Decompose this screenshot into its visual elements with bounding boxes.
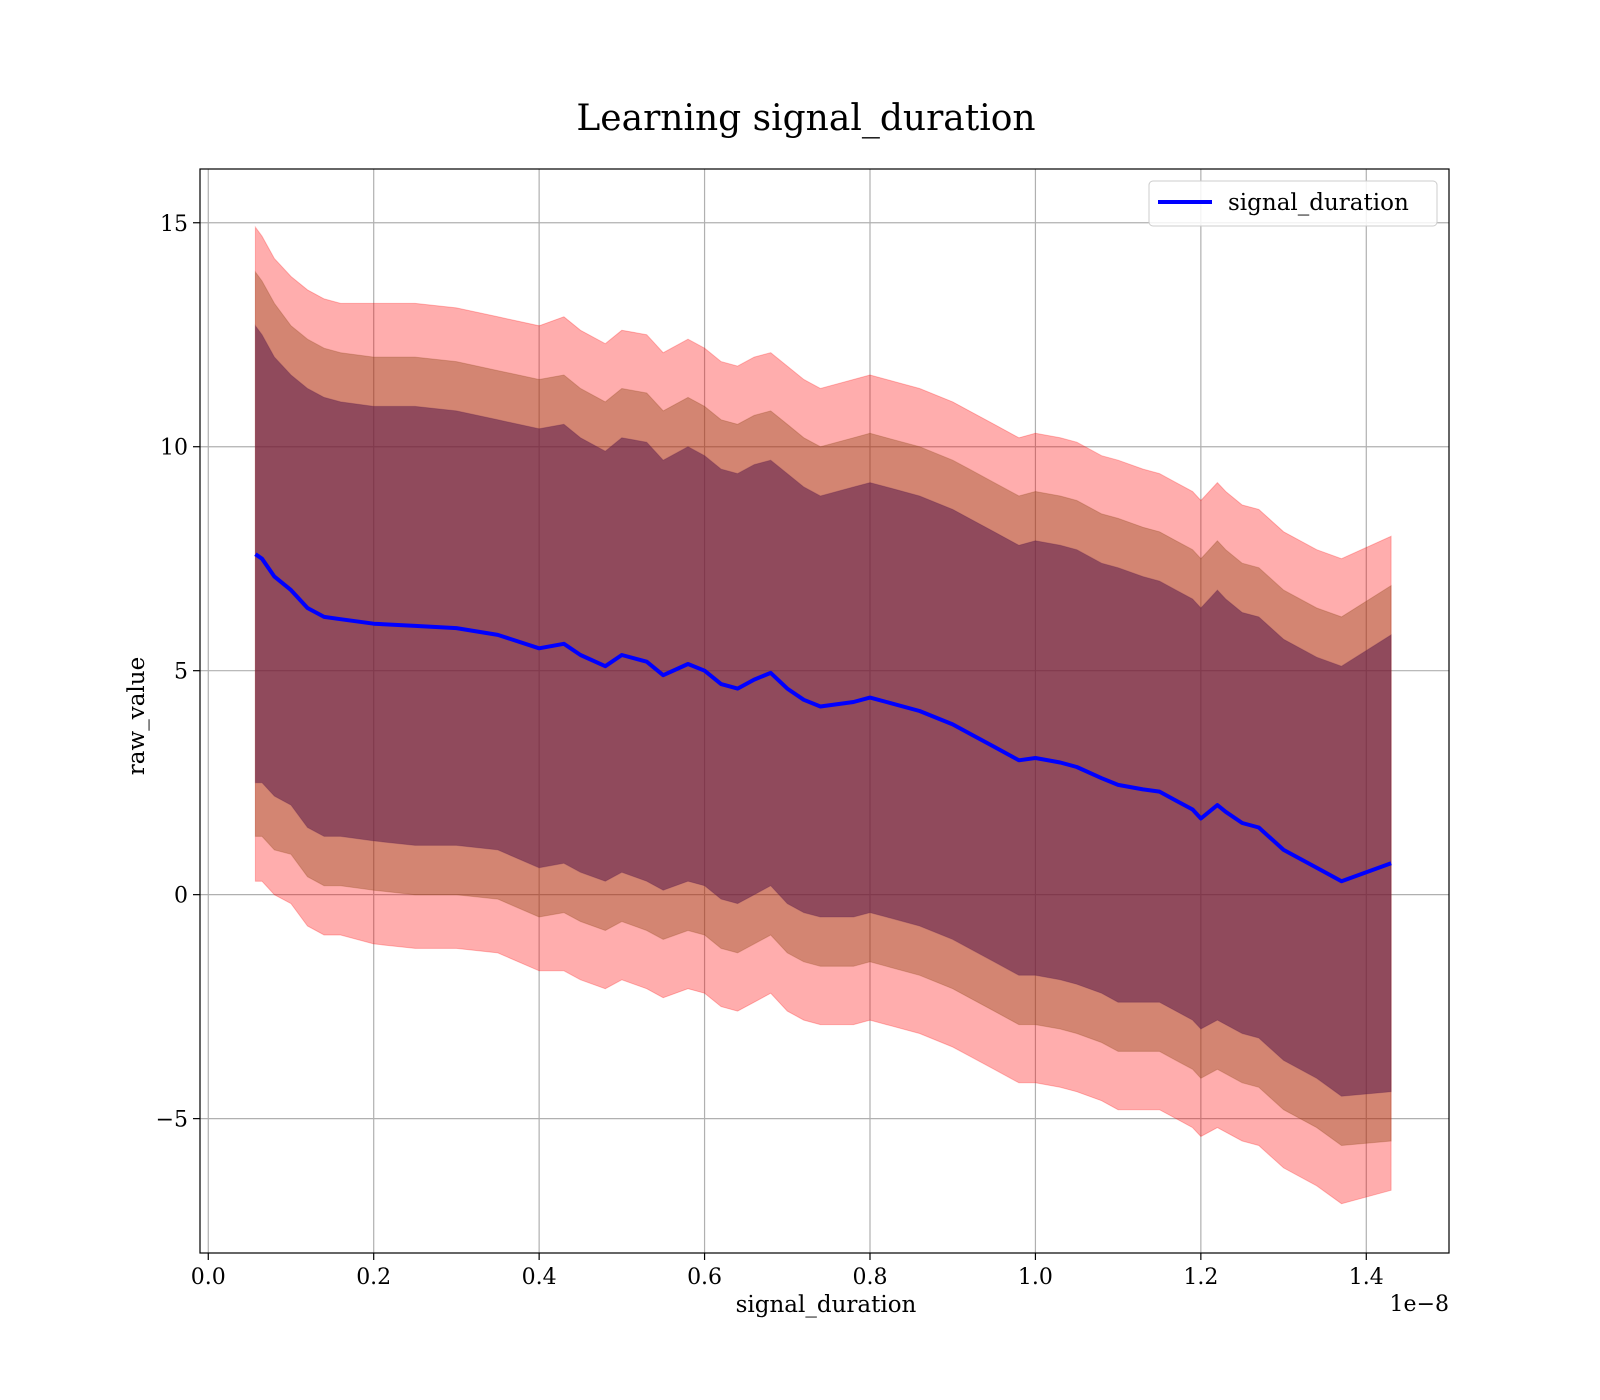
- y-tick-label: −5: [156, 1108, 188, 1133]
- x-tick-label: 1.2: [1183, 1265, 1218, 1290]
- x-offset-text: 1e−8: [1390, 1292, 1449, 1317]
- chart-title: Learning signal_duration: [576, 98, 1035, 139]
- y-tick-label: 5: [174, 660, 188, 685]
- x-tick-label: 0.4: [522, 1265, 557, 1290]
- legend-label: signal_duration: [1228, 190, 1409, 216]
- x-tick-label: 1.0: [1018, 1265, 1053, 1290]
- plot-area: 0.0 0.2 0.4 0.6 0.8 1.0 1.2 1.4 −5 0 5 10 15: [156, 168, 1450, 1290]
- band-inner: [254, 324, 1392, 1097]
- x-tick-label: 0.0: [191, 1265, 226, 1290]
- x-tick-label: 1.4: [1349, 1265, 1384, 1290]
- x-tick-label: 0.2: [356, 1265, 391, 1290]
- series-line-signal-duration: [254, 552, 1392, 884]
- y-tick-label: 10: [160, 436, 188, 461]
- plot-frame: [199, 168, 1450, 1254]
- x-tick-label: 0.6: [687, 1265, 722, 1290]
- legend: signal_duration: [1148, 180, 1438, 227]
- axis-ticks: 0.0 0.2 0.4 0.6 0.8 1.0 1.2 1.4 −5 0 5 10 15: [156, 212, 1384, 1290]
- y-tick-label: 15: [160, 212, 188, 237]
- legend-box: [1148, 180, 1438, 227]
- x-axis-label: signal_duration: [736, 1292, 917, 1318]
- y-axis-label: raw_value: [124, 657, 150, 775]
- confidence-bands: [254, 225, 1392, 1205]
- x-tick-label: 0.8: [852, 1265, 887, 1290]
- y-tick-label: 0: [174, 884, 188, 909]
- series-lines: [254, 552, 1392, 884]
